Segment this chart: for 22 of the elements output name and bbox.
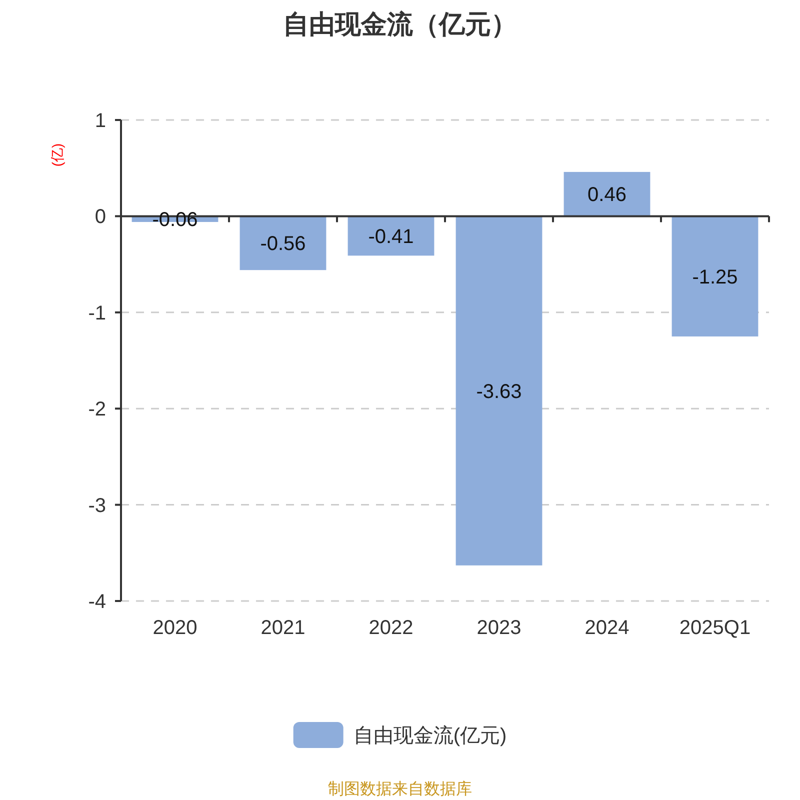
data-label: 0.46 <box>588 184 626 206</box>
x-tick-label: 2021 <box>260 617 306 639</box>
y-tick-label: -4 <box>88 591 106 613</box>
legend-label: 自由现金流(亿元) <box>353 725 507 747</box>
legend: 自由现金流(亿元) <box>293 722 507 748</box>
y-axis-title: (亿) <box>49 143 65 167</box>
data-label: -3.63 <box>476 380 522 403</box>
y-tick-label: -1 <box>88 302 106 324</box>
x-tick-label: 2023 <box>476 617 522 639</box>
data-label: -1.25 <box>692 266 738 288</box>
y-tick-label: -2 <box>88 398 106 421</box>
x-tick-label: 2020 <box>152 617 198 639</box>
x-tick-label: 2024 <box>584 617 630 639</box>
y-tick-label: 1 <box>94 110 106 132</box>
text: 制图数据来自数据库 <box>328 780 472 798</box>
data-label: -0.56 <box>260 233 306 256</box>
x-tick-label: 2025Q1 <box>679 617 751 639</box>
y-tick-label: 0 <box>94 206 106 228</box>
data-label: -0.41 <box>368 226 414 248</box>
chart-title: 自由现金流（亿元） <box>283 9 517 39</box>
y-tick-label: -3 <box>88 494 106 517</box>
x-tick-label: 2022 <box>368 617 414 639</box>
